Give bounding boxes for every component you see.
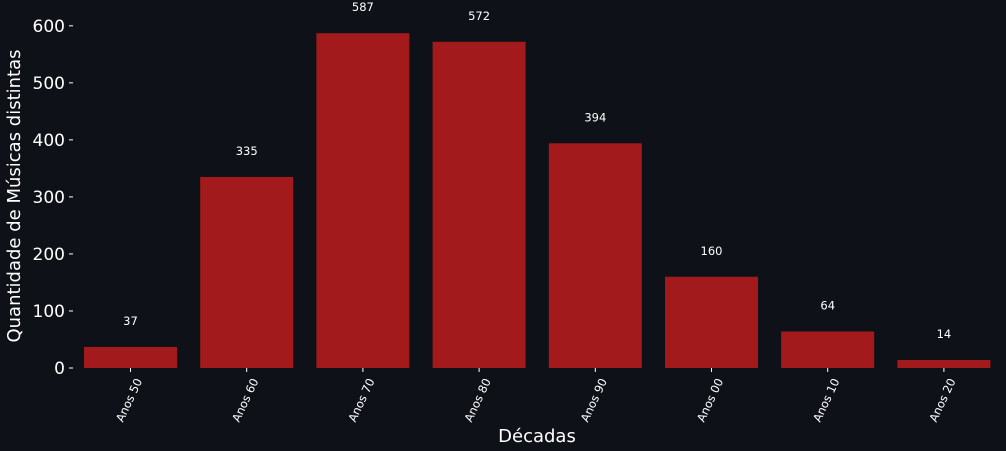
- bar-anos-90: [548, 143, 642, 368]
- bar-anos-80: [432, 41, 526, 368]
- y-tick-label-600: 600: [33, 17, 65, 37]
- x-tick-label-anos-90: Anos 90: [578, 376, 610, 424]
- data-label-anos-90: 394: [584, 110, 606, 124]
- x-axis-title: Décadas: [498, 426, 576, 447]
- x-axis: Anos 50 Anos 60 Anos 70 Anos 80 Anos 90 Anos …: [113, 368, 959, 424]
- x-tick-label-anos-10: Anos 10: [810, 376, 842, 424]
- x-tick-label-anos-80: Anos 80: [461, 376, 493, 424]
- data-label-anos-80: 572: [468, 9, 490, 23]
- y-axis-title: Quantidade de Músicas distintas: [4, 49, 25, 342]
- bar-anos-50: [84, 346, 177, 368]
- data-label-anos-00: 160: [701, 244, 723, 258]
- bar-anos-10: [781, 331, 875, 368]
- bar-anos-70: [316, 33, 410, 368]
- y-axis: 0 100 200 300 400 500 600: [33, 17, 73, 379]
- data-label-anos-60: 335: [236, 144, 258, 158]
- data-label-anos-20: 14: [937, 327, 952, 341]
- x-tick-label-anos-70: Anos 70: [345, 376, 377, 424]
- data-label-anos-10: 64: [820, 299, 835, 313]
- data-label-anos-70: 587: [352, 0, 374, 14]
- y-tick-label-400: 400: [33, 131, 65, 151]
- data-labels-layer: 37 335 587 572 394 160 64 14: [123, 0, 951, 341]
- x-tick-label-anos-20: Anos 20: [926, 376, 958, 424]
- x-tick-label-anos-00: Anos 00: [694, 376, 726, 424]
- bars-layer: [84, 33, 991, 368]
- x-tick-label-anos-50: Anos 50: [113, 376, 145, 424]
- y-tick-label-200: 200: [33, 245, 65, 265]
- y-tick-label-0: 0: [54, 359, 65, 379]
- y-tick-label-300: 300: [33, 188, 65, 208]
- y-tick-label-100: 100: [33, 302, 65, 322]
- data-label-anos-50: 37: [123, 314, 138, 328]
- x-tick-label-anos-60: Anos 60: [229, 376, 261, 424]
- bar-anos-60: [200, 176, 294, 368]
- bar-anos-00: [665, 276, 758, 368]
- y-tick-label-500: 500: [33, 74, 65, 94]
- bar-anos-20: [897, 360, 991, 368]
